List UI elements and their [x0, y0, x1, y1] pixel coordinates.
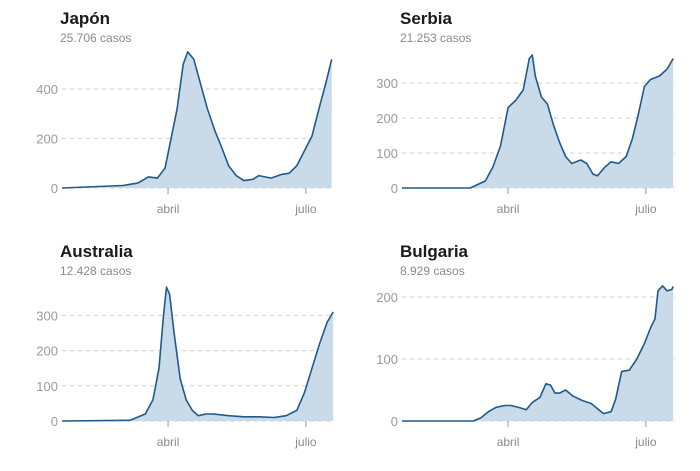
panel-australia: Australia 12.428 casos 0 100 200 300 abril juli… [36, 242, 334, 449]
x-tick-label: abril [497, 435, 520, 449]
panel-bulgaria: Bulgaria 8.929 casos 0 100 200 abril julio [376, 242, 675, 449]
y-tick-label: 200 [36, 344, 58, 359]
y-tick-label: 200 [376, 290, 398, 305]
x-tick-label: abril [497, 202, 520, 216]
panel-title: Bulgaria [400, 242, 469, 261]
cases-area [402, 285, 674, 421]
cases-line [402, 284, 674, 422]
cases-area [62, 51, 332, 189]
y-tick-label: 300 [376, 76, 398, 91]
panel-title: Australia [60, 242, 133, 261]
y-tick-label: 200 [376, 111, 398, 126]
y-tick-label: 0 [391, 181, 398, 196]
y-tick-label: 300 [36, 308, 58, 323]
x-tick-label: abril [157, 435, 180, 449]
x-tick-label: julio [294, 202, 317, 216]
cases-area [402, 55, 674, 188]
cases-area [62, 287, 334, 421]
x-tick-label: julio [294, 435, 317, 449]
panel-subtitle: 12.428 casos [60, 264, 131, 278]
x-tick-label: abril [157, 202, 180, 216]
panel-subtitle: 21.253 casos [400, 31, 471, 45]
panel-japón: Japón 25.706 casos 0 200 400 abril julio [36, 9, 333, 216]
y-tick-label: 400 [36, 82, 58, 97]
y-tick-label: 100 [376, 352, 398, 367]
x-tick-label: julio [634, 435, 657, 449]
y-tick-label: 200 [36, 132, 58, 147]
y-tick-label: 0 [51, 181, 58, 196]
cases-line [61, 286, 334, 422]
y-tick-label: 0 [391, 414, 398, 429]
cases-line [402, 54, 674, 189]
y-tick-label: 0 [51, 414, 58, 429]
x-tick-label: julio [634, 202, 657, 216]
panel-serbia: Serbia 21.253 casos 0 100 200 300 abril julio [376, 9, 675, 216]
panel-title: Japón [60, 9, 110, 28]
panel-subtitle: 25.706 casos [60, 31, 131, 45]
y-tick-label: 100 [36, 379, 58, 394]
y-tick-label: 100 [376, 146, 398, 161]
panel-subtitle: 8.929 casos [400, 264, 465, 278]
cases-line [61, 51, 333, 189]
panel-title: Serbia [400, 9, 453, 28]
